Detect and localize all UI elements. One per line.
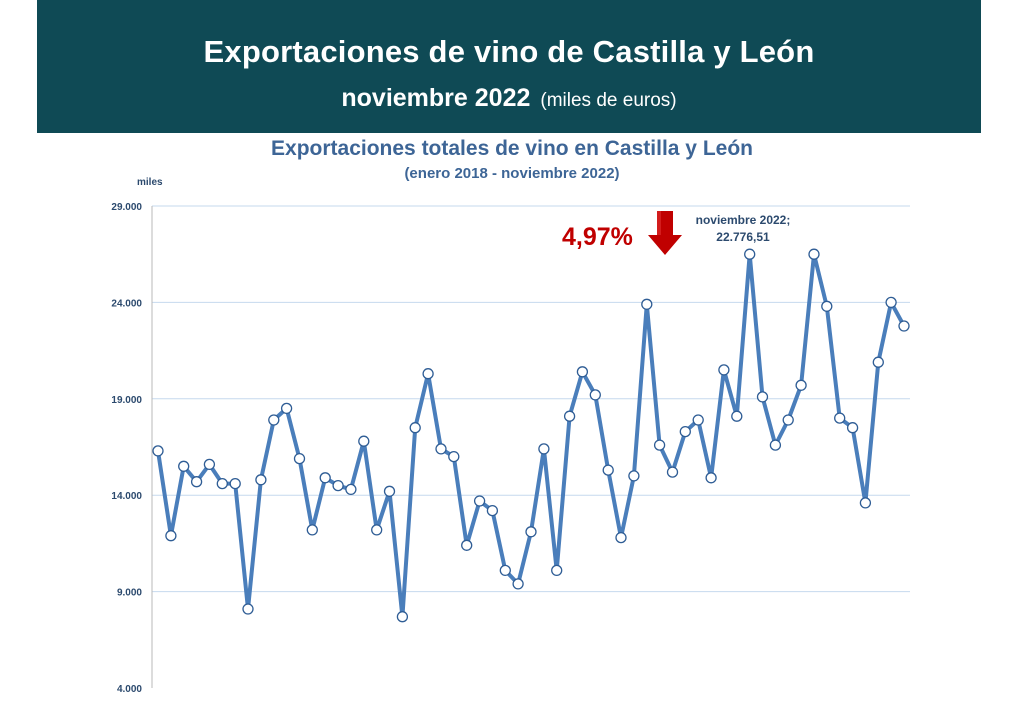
data-point: [371, 524, 383, 536]
data-point: [589, 389, 601, 401]
annotation-value: 22.776,51: [716, 230, 770, 244]
y-tick-label: 9.000: [117, 588, 142, 599]
header-banner: Exportaciones de vino de Castilla y León…: [37, 0, 981, 133]
data-point: [846, 422, 859, 434]
y-tick-label: 24.000: [111, 298, 142, 309]
data-point: [628, 470, 640, 482]
data-point: [216, 477, 228, 490]
page-title: Exportaciones de vino de Castilla y León: [203, 34, 815, 69]
data-point: [190, 476, 203, 488]
data-point: [461, 539, 473, 551]
gridlines: [152, 205, 910, 593]
data-point: [293, 452, 306, 465]
data-point: [615, 531, 627, 544]
data-point: [280, 402, 293, 415]
chart-title: Exportaciones totales de vino en Castill…: [271, 137, 753, 160]
period-subtitle: noviembre 2022 (miles de euros): [37, 84, 981, 113]
y-tick-labels: 4.000 9.000 14.000 19.000 24.000 29.000: [111, 202, 142, 695]
data-point: [229, 477, 241, 490]
data-point: [821, 300, 833, 312]
data-point: [859, 497, 872, 509]
data-point: [641, 298, 653, 310]
data-point: [435, 443, 447, 455]
data-point: [602, 464, 614, 476]
latest-value-annotation: noviembre 2022; 22.776,51: [688, 212, 798, 246]
series-line: [156, 252, 906, 619]
data-point: [731, 410, 743, 422]
data-point: [692, 414, 704, 426]
data-point: [834, 412, 846, 424]
data-point: [705, 472, 717, 484]
data-point: [653, 439, 666, 451]
data-point: [885, 296, 897, 309]
data-point: [898, 320, 910, 332]
data-point: [769, 439, 782, 451]
data-point: [473, 495, 486, 507]
data-point: [525, 526, 537, 538]
data-point: [551, 564, 563, 577]
data-point: [409, 422, 421, 434]
data-point: [795, 379, 807, 391]
data-point: [756, 391, 769, 403]
data-point: [383, 485, 396, 497]
data-point: [255, 474, 267, 486]
data-point: [396, 611, 409, 623]
down-arrow-icon: [648, 211, 682, 255]
data-point: [666, 466, 679, 478]
data-point: [679, 425, 691, 438]
data-point: [422, 368, 434, 380]
data-points: [152, 248, 910, 623]
data-point: [165, 530, 177, 542]
data-point: [345, 483, 357, 496]
data-point: [744, 248, 756, 260]
period-label: noviembre 2022: [341, 84, 531, 112]
data-point: [448, 450, 460, 463]
data-point: [268, 414, 280, 426]
data-point: [242, 603, 254, 615]
data-point: [178, 460, 190, 472]
data-point: [499, 564, 511, 577]
data-point: [203, 458, 216, 471]
annotation-date: noviembre 2022;: [695, 213, 791, 227]
data-point: [808, 248, 820, 260]
y-axis-unit-label: miles: [137, 177, 163, 188]
data-point: [872, 356, 884, 368]
data-point: [486, 504, 499, 517]
y-tick-label: 29.000: [111, 202, 142, 213]
data-point: [332, 479, 344, 492]
data-point: [782, 414, 794, 426]
data-point: [319, 472, 331, 484]
unit-note: (miles de euros): [540, 90, 677, 111]
chart-subtitle: (enero 2018 - noviembre 2022): [404, 165, 620, 182]
y-tick-label: 19.000: [111, 395, 142, 406]
data-point: [512, 578, 524, 590]
data-point: [152, 445, 164, 457]
data-point: [718, 364, 730, 376]
data-point: [576, 366, 589, 378]
data-point: [306, 524, 318, 536]
percent-change-label: 4,97%: [562, 223, 633, 251]
data-point: [563, 410, 576, 422]
y-tick-label: 4.000: [117, 684, 142, 695]
data-point: [358, 435, 370, 447]
data-point: [538, 443, 550, 455]
y-tick-label: 14.000: [111, 491, 142, 502]
